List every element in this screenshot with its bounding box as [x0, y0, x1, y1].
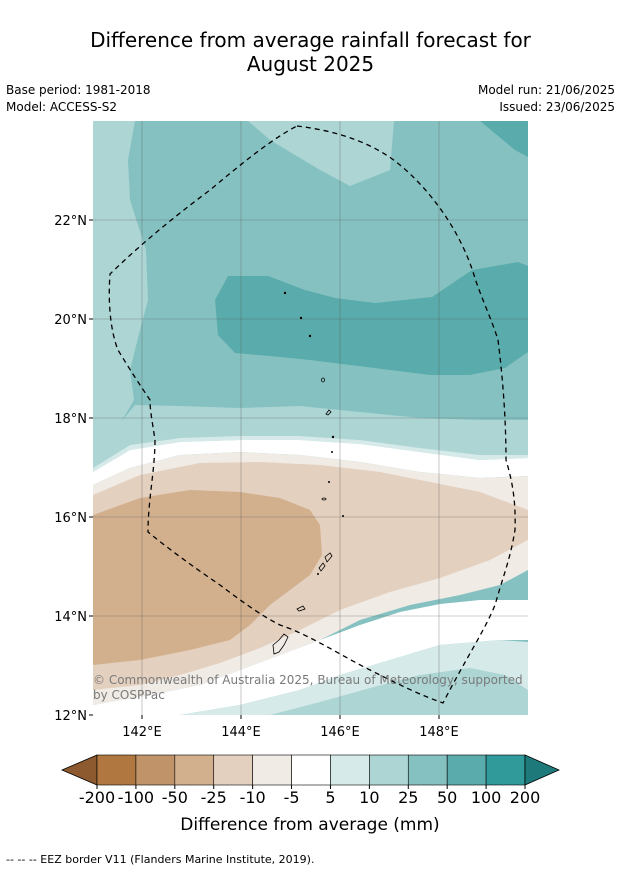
dry-region-medium [93, 490, 322, 665]
colorbar-segment [252, 754, 292, 786]
colorbar-segment [446, 754, 487, 786]
lat-label: 16°N [54, 511, 87, 526]
meta-left: Base period: 1981-2018 Model: ACCESS-S2 [6, 82, 151, 116]
colorbar-segment [135, 754, 176, 786]
colorbar-segment [96, 754, 137, 786]
colorbar-segment [485, 754, 526, 786]
colorbar-extend-high [524, 754, 560, 786]
colorbar-tick-label: 50 [437, 788, 457, 807]
neutral-band-south [93, 600, 528, 715]
light-teal-region-north [248, 121, 394, 186]
map-title: Difference from average rainfall forecas… [0, 28, 621, 76]
lat-label: 18°N [54, 412, 87, 427]
colorbar-tick-label: 100 [471, 788, 502, 807]
lat-label: 22°N [54, 214, 87, 229]
model-name: Model: ACCESS-S2 [6, 100, 118, 114]
copyright-line-1: © Commonwealth of Australia 2025, Bureau… [93, 673, 523, 687]
colorbar-tick-label: 25 [398, 788, 418, 807]
lat-label: 12°N [54, 709, 87, 724]
colorbar-segment [330, 754, 370, 786]
colorbar-tick-label: -200 [79, 788, 115, 807]
colorbar: -200 -100 -50 -25 -10 -5 5 10 25 50 100 200 [60, 754, 560, 807]
colorbar-tick-label: -25 [201, 788, 227, 807]
eez-border [108, 125, 516, 704]
light-teal-region-southeast [270, 668, 528, 715]
colorbar-title: Difference from average (mm) [180, 815, 439, 835]
meta-right: Model run: 21/06/2025 Issued: 23/06/2025 [478, 82, 615, 116]
longitude-labels: 142°E 144°E 146°E 148°E [122, 725, 459, 740]
colorbar-tick-label: -10 [240, 788, 266, 807]
colorbar-tick-label: -5 [284, 788, 300, 807]
title-line-1: Difference from average rainfall forecas… [90, 28, 531, 52]
lon-label: 148°E [419, 725, 459, 740]
colorbar-segment [291, 754, 331, 786]
colorbar-tick-label: 10 [359, 788, 379, 807]
rainfall-map [93, 121, 528, 715]
dark-teal-region-central [215, 262, 528, 375]
colorbar-tick-label: -50 [162, 788, 188, 807]
colorbar-segment [407, 754, 448, 786]
colorbar-tick-label: 5 [325, 788, 335, 807]
base-period: Base period: 1981-2018 [6, 83, 151, 97]
graticule [93, 121, 528, 715]
lon-label: 142°E [122, 725, 162, 740]
lightest-teal-band [93, 436, 528, 472]
colorbar-segment [213, 754, 253, 786]
lon-label: 146°E [320, 725, 360, 740]
light-teal-region-west [93, 121, 148, 470]
neutral-band-north [93, 440, 528, 485]
colorbar-segment [174, 754, 215, 786]
colorbar-tick-label: -100 [118, 788, 154, 807]
lat-label: 14°N [54, 610, 87, 625]
eez-footnote: -- -- -- EEZ border V11 (Flanders Marine… [6, 853, 315, 866]
copyright-line-2: by COSPPac [93, 688, 165, 702]
lat-label: 20°N [54, 313, 87, 328]
colorbar-tick-label: 200 [510, 788, 541, 807]
lon-label: 144°E [221, 725, 261, 740]
issued-date: Issued: 23/06/2025 [499, 100, 615, 114]
islands [272, 291, 344, 655]
light-teal-band-south [93, 405, 528, 468]
model-run: Model run: 21/06/2025 [477, 83, 615, 97]
colorbar-extend-low [60, 754, 98, 786]
latitude-labels: 22°N 20°N 18°N 16°N 14°N 12°N [54, 214, 87, 724]
dark-teal-region-northeast [480, 121, 528, 157]
title-line-2: August 2025 [246, 52, 375, 76]
axis-ticks [89, 219, 440, 719]
colorbar-segment [369, 754, 409, 786]
